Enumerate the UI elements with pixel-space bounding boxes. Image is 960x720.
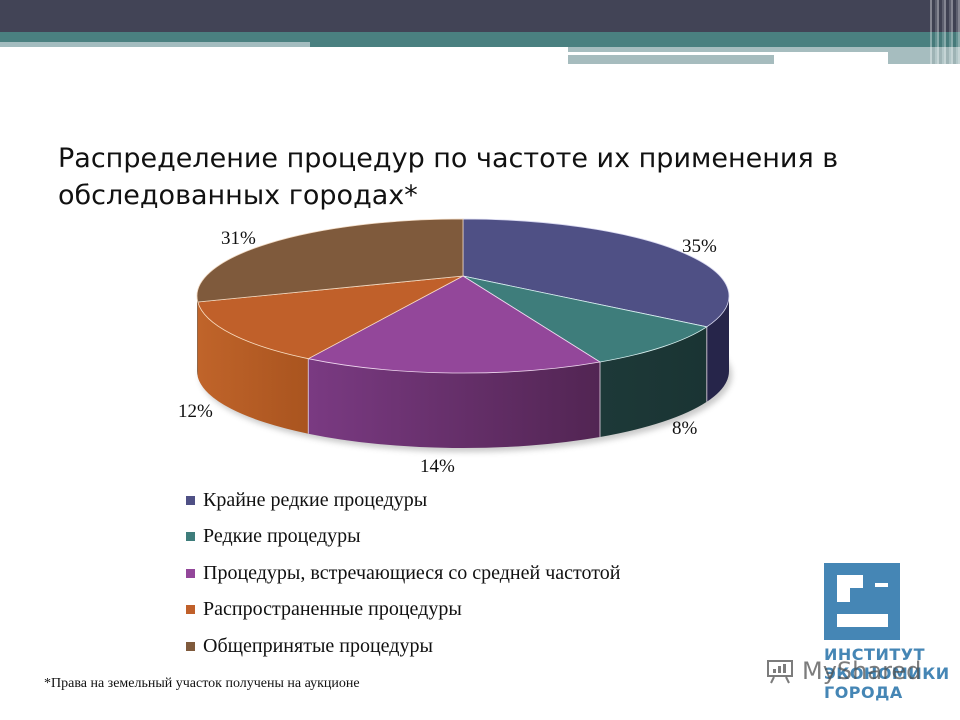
institute-logo-icon	[824, 563, 900, 640]
slice-side-rare	[600, 326, 707, 437]
presentation-icon	[767, 660, 793, 684]
slice-side-general	[196, 296, 198, 377]
pct-label-medium: 14%	[420, 456, 455, 477]
header-accent-line-lower	[568, 55, 774, 64]
logo-text-line1: ИНСТИТУТ	[824, 645, 925, 664]
watermark-text: MyShared	[802, 657, 922, 685]
logo-text-line3: ГОРОДА	[824, 683, 903, 702]
pct-label-very-rare: 35%	[682, 236, 717, 257]
pct-label-rare: 8%	[672, 418, 698, 439]
slice-side-very-rare	[706, 296, 729, 402]
header-stripes	[930, 0, 960, 64]
legend-swatch-icon	[186, 568, 195, 578]
legend-swatch-icon	[186, 641, 195, 651]
legend-item-medium: Процедуры, встречающиеся со средней част…	[186, 555, 620, 592]
slice-side-medium	[308, 358, 600, 449]
header-accent-gap	[568, 52, 888, 55]
legend-item-general: Общепринятые процедуры	[186, 628, 620, 665]
header-accent-band	[0, 42, 310, 47]
legend-label: Процедуры, встречающиеся со средней част…	[203, 561, 621, 584]
legend-label: Крайне редкие процедуры	[203, 488, 428, 511]
slice-rare	[462, 275, 708, 363]
chart-legend: Крайне редкие процедуры Редкие процедуры…	[186, 482, 620, 665]
legend-swatch-icon	[186, 605, 195, 615]
header-bar	[0, 0, 960, 32]
legend-label: Редкие процедуры	[203, 525, 361, 548]
legend-label: Распространенные процедуры	[203, 598, 462, 621]
institute-logo-text: ИНСТИТУТ ЭКОНОМИКИ ГОРОДА	[824, 645, 950, 702]
legend-item-common: Распространенные процедуры	[186, 592, 620, 629]
slice-side-common	[197, 302, 309, 434]
footnote: *Права на земельный участок получены на …	[44, 676, 360, 691]
legend-label: Общепринятые процедуры	[203, 634, 433, 657]
logo-text-line2: ЭКОНОМИКИ	[824, 664, 950, 683]
slide-title: Распределение процедур по частоте их при…	[58, 143, 839, 211]
slice-general	[196, 218, 464, 303]
slice-very-rare	[462, 218, 730, 328]
watermark: MyShared	[766, 657, 921, 685]
legend-item-rare: Редкие процедуры	[186, 519, 620, 556]
legend-swatch-icon	[186, 532, 195, 542]
legend-swatch-icon	[186, 495, 195, 505]
pct-label-common: 12%	[178, 401, 213, 422]
legend-item-very-rare: Крайне редкие процедуры	[186, 482, 620, 519]
pct-label-general: 31%	[221, 228, 256, 249]
header-accent-line	[568, 47, 960, 52]
slice-medium	[307, 275, 602, 374]
slice-common	[197, 275, 464, 360]
header-accent-line-right	[888, 52, 960, 64]
